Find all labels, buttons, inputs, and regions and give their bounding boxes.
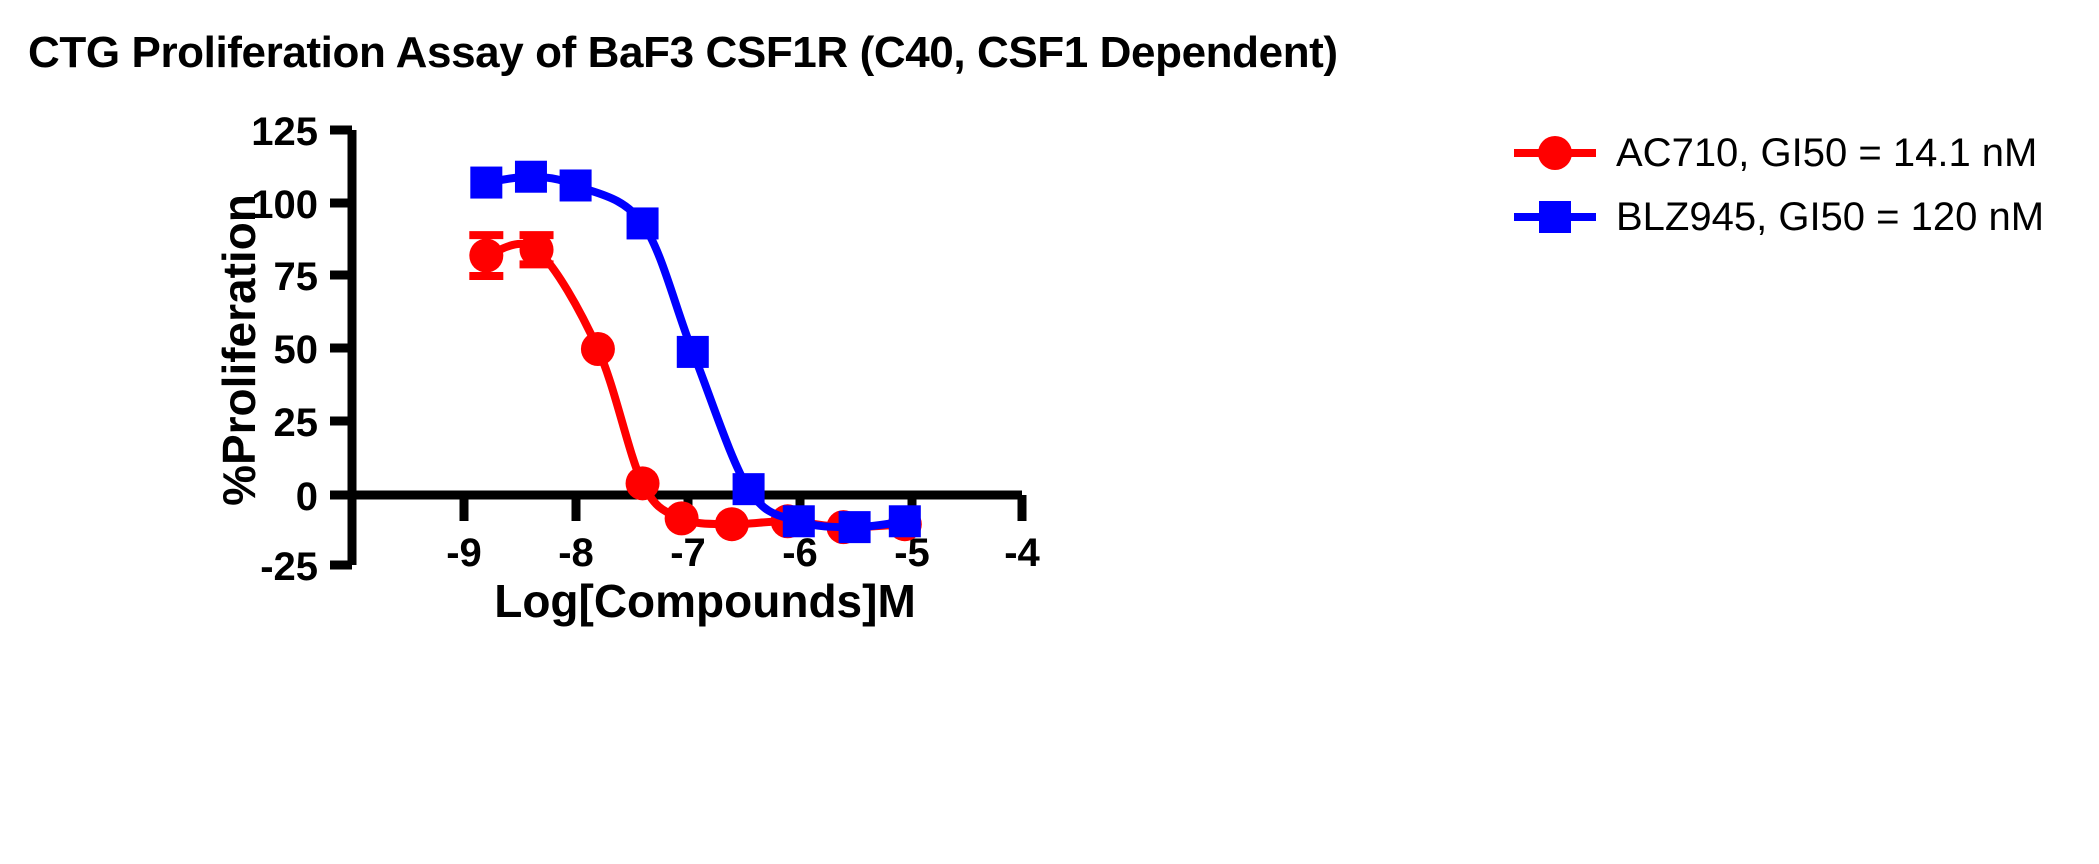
y-tick-label-25: 25 xyxy=(274,401,319,445)
data-series-layer xyxy=(469,160,922,545)
data-point-square xyxy=(838,511,871,544)
data-point-square xyxy=(626,207,659,240)
x-axis-title: Log[Compounds]M xyxy=(494,575,916,627)
y-tick-label-neg25: -25 xyxy=(260,545,318,589)
data-point-circle xyxy=(714,507,749,542)
legend-circle-marker-icon xyxy=(1512,133,1598,173)
series-2 xyxy=(470,160,921,544)
legend-label-2: BLZ945, GI50 = 120 nM xyxy=(1616,194,2045,239)
data-point-circle xyxy=(580,332,615,366)
data-point-square xyxy=(514,160,547,193)
y-tick-label-125: 125 xyxy=(251,110,318,154)
x-tick-label-neg4: -4 xyxy=(1004,531,1040,575)
legend-label-1: AC710, GI50 = 14.1 nM xyxy=(1616,130,2038,175)
data-point-circle xyxy=(469,238,504,273)
data-point-circle xyxy=(664,501,699,536)
y-tick-label-0: 0 xyxy=(296,475,318,519)
y-axis-tick-labels: 125 100 75 50 25 0 -25 xyxy=(251,110,318,589)
legend-square-marker-icon xyxy=(1512,197,1598,237)
x-tick-label-neg7: -7 xyxy=(670,531,706,575)
data-point-circle xyxy=(519,232,554,267)
y-tick-label-100: 100 xyxy=(251,183,318,227)
y-tick-label-75: 75 xyxy=(274,255,319,299)
y-axis-title: %Proliferation xyxy=(213,194,265,506)
chart-title: CTG Proliferation Assay of BaF3 CSF1R (C… xyxy=(28,28,1338,77)
data-point-square xyxy=(559,169,592,202)
data-point-circle xyxy=(625,466,660,501)
x-tick-label-neg9: -9 xyxy=(446,531,482,575)
legend-entry-1[interactable]: AC710, GI50 = 14.1 nM xyxy=(1512,128,2044,178)
data-point-square xyxy=(888,505,921,538)
data-point-square xyxy=(470,166,503,199)
legend-entry-2[interactable]: BLZ945, GI50 = 120 nM xyxy=(1512,192,2044,242)
y-tick-label-50: 50 xyxy=(274,328,319,372)
data-point-square xyxy=(676,335,709,368)
y-axis-ticks xyxy=(330,125,352,570)
series-line-1 xyxy=(482,239,909,532)
data-point-square xyxy=(732,473,765,506)
chart-legend: AC710, GI50 = 14.1 nM BLZ945, GI50 = 120 … xyxy=(1512,128,2044,242)
x-tick-label-neg8: -8 xyxy=(558,531,594,575)
data-point-square xyxy=(782,505,815,538)
x-axis-tick-labels: -9 -8 -7 -6 -5 -4 xyxy=(446,531,1040,575)
x-tick-label-neg6: -6 xyxy=(782,531,818,575)
